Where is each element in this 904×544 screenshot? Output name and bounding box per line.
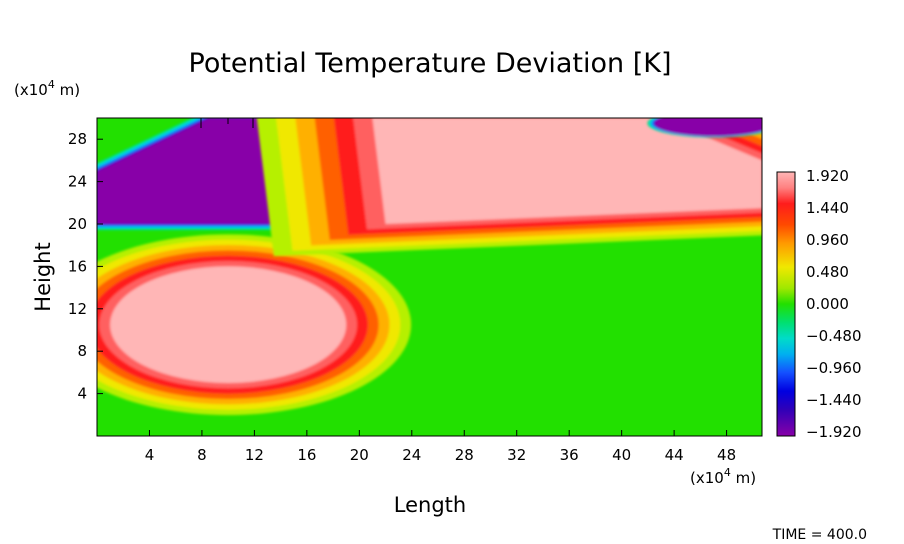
colorbar-label: 0.480 (806, 263, 849, 281)
colorbar-gradient (776, 171, 796, 437)
x-axis-title: Length (394, 493, 466, 517)
colorbar-label: 0.000 (806, 295, 849, 313)
colorbar-label: −1.440 (806, 391, 862, 409)
time-readout: TIME = 400.0 (772, 527, 867, 543)
colorbar-label: 0.960 (806, 231, 849, 249)
x-tick-label: 4 (145, 446, 155, 464)
y-tick-label: 24 (68, 173, 87, 191)
x-unit-label: (x104 m) (690, 466, 756, 487)
contour-feature (97, 234, 412, 416)
y-tick-label: 4 (77, 385, 87, 403)
plot-frame (96, 117, 763, 437)
contour-ring (372, 118, 762, 224)
colorbar-label: 1.920 (806, 167, 849, 185)
contour-feature (256, 118, 762, 257)
contour-ring (654, 118, 762, 137)
y-tick-label: 12 (68, 300, 87, 318)
colorbar-label: −0.480 (806, 327, 862, 345)
x-tick-label: 16 (297, 446, 316, 464)
x-tick-label: 12 (245, 446, 264, 464)
y-axis-title: Height (31, 242, 55, 311)
y-tick-label: 8 (77, 342, 87, 360)
contour-features (97, 118, 762, 416)
x-tick-label: 40 (612, 446, 631, 464)
x-tick-label: 24 (402, 446, 421, 464)
colorbar-label: 1.440 (806, 199, 849, 217)
chart-title: Potential Temperature Deviation [K] (189, 48, 672, 79)
contour-ring (110, 266, 347, 384)
y-tick-label: 20 (68, 215, 87, 233)
top-markers (200, 118, 254, 128)
colorbar-label: −1.920 (806, 423, 862, 441)
colorbar-labels: 1.920 1.440 0.960 0.480 0.000 −0.480 −0.960 −1.… (806, 167, 862, 441)
y-tick-label: 28 (68, 130, 87, 148)
x-tick-label: 36 (560, 446, 579, 464)
y-unit-label: (x104 m) (14, 78, 80, 99)
contour-field (97, 118, 762, 436)
x-axis-ticks: 4 8 12 16 20 24 28 32 36 40 44 48 (145, 430, 736, 464)
y-tick-label: 16 (68, 257, 87, 275)
contour-feature (647, 118, 762, 138)
x-tick-label: 20 (350, 446, 369, 464)
x-tick-label: 48 (717, 446, 736, 464)
x-tick-label: 28 (455, 446, 474, 464)
x-tick-label: 8 (197, 446, 207, 464)
x-tick-label: 32 (507, 446, 526, 464)
y-axis-ticks: 4 8 12 16 20 24 28 (68, 130, 103, 403)
x-tick-label: 44 (665, 446, 684, 464)
colorbar-label: −0.960 (806, 359, 862, 377)
colorbar: 1.920 1.440 0.960 0.480 0.000 −0.480 −0.960 −1.… (776, 167, 862, 441)
